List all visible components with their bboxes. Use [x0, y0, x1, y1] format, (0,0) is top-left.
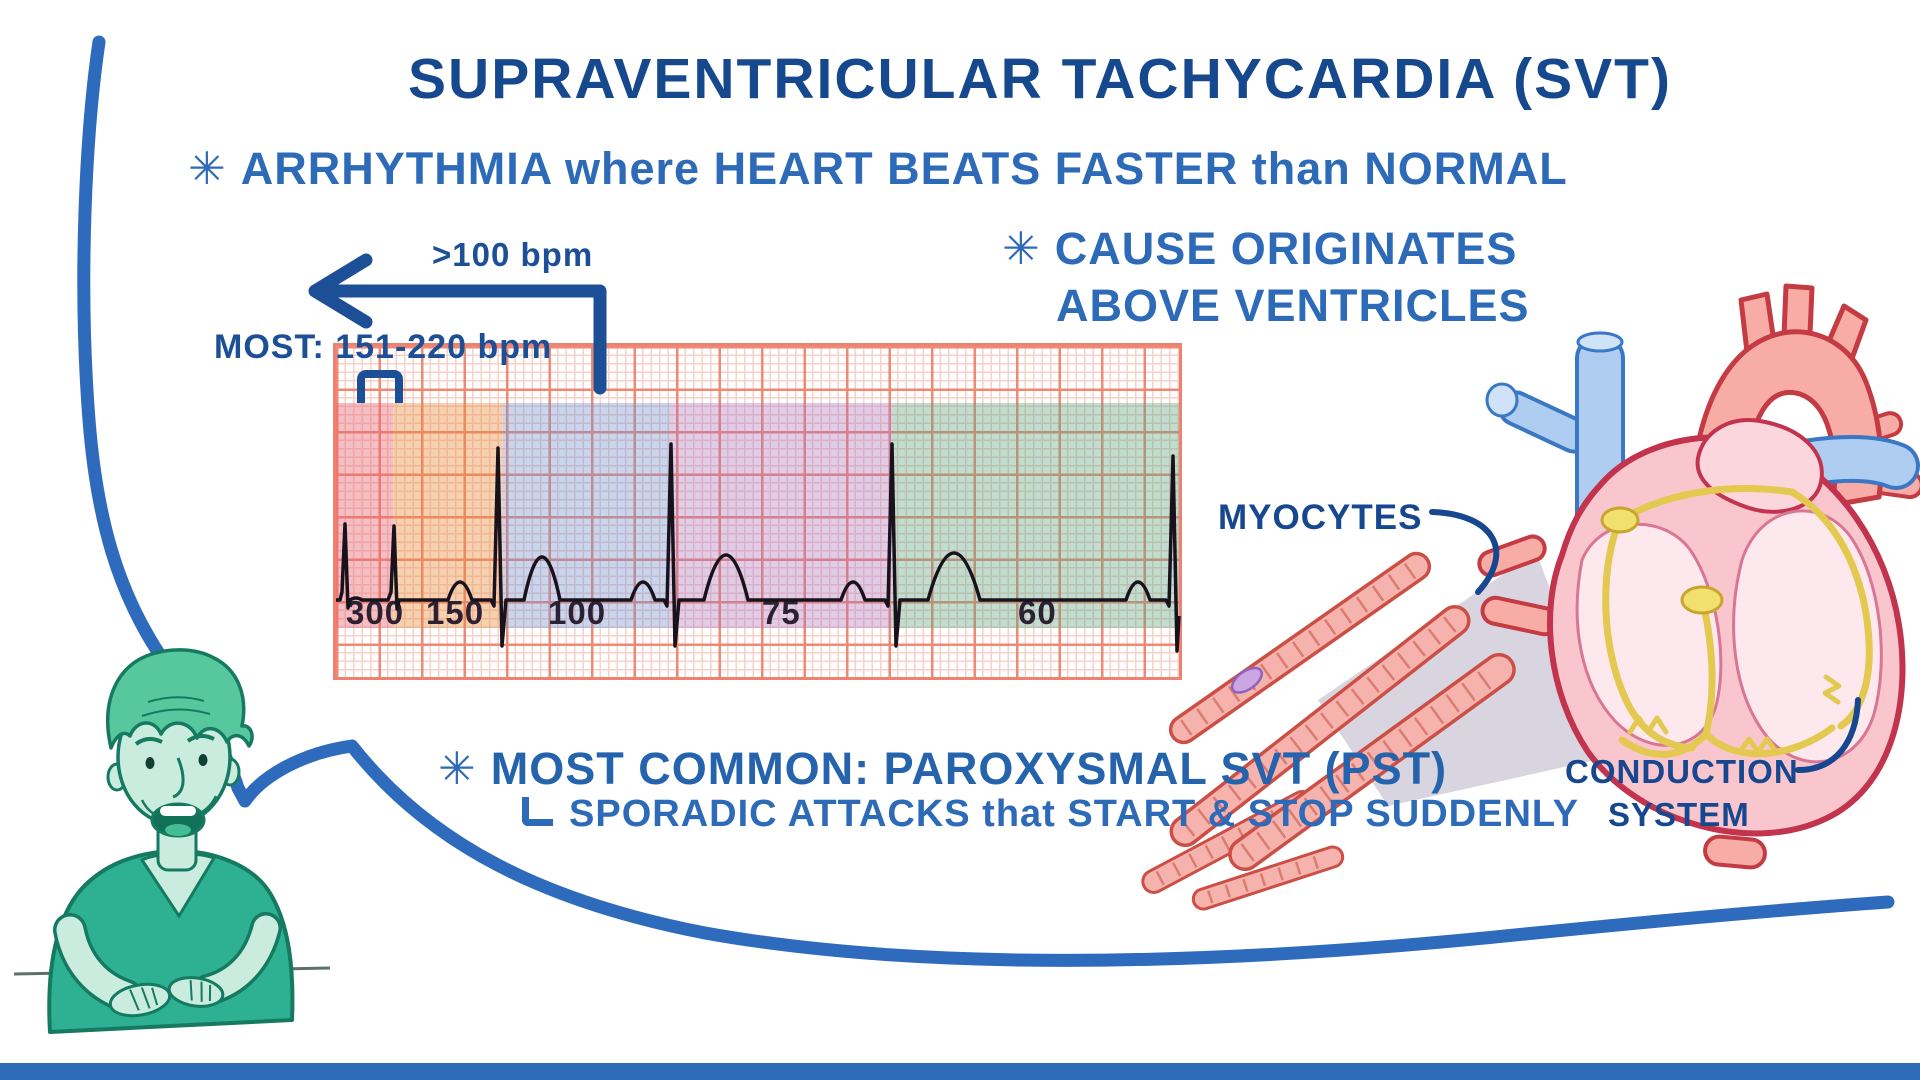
presenter-mouth: [150, 802, 206, 838]
left-chamber: [1575, 522, 1723, 747]
rate-mark-100: 100: [548, 594, 607, 631]
note-cause-text1: CAUSE ORIGINATES: [1054, 223, 1518, 274]
presenter-eye: [145, 757, 155, 769]
conduction-pointer: [1795, 697, 1861, 773]
pulmonary-artery: [1644, 434, 1920, 606]
vneck-chest: [139, 852, 217, 919]
presenter-hand: [108, 982, 172, 1018]
presenter-neck: [156, 810, 198, 872]
rate-mark-300: 300: [346, 594, 405, 631]
presenter-ear: [106, 762, 128, 792]
right-atrium: [1695, 418, 1824, 514]
note-arrhythmia: ✳ ARRHYTHMIA where HEART BEATS FASTER tha…: [188, 142, 1568, 195]
desk-line: [13, 966, 331, 976]
rate-mark-150: 150: [426, 594, 485, 631]
av-node: [1680, 585, 1724, 615]
myocytes-label: MYOCYTES: [1218, 498, 1423, 537]
conduction-system: [1602, 485, 1873, 758]
corner-bracket-icon: [522, 797, 553, 826]
myocyte-nucleus: [1230, 666, 1264, 694]
presenter-eye: [198, 754, 208, 766]
note-sporadic: SPORADIC ATTACKS that START & STOP SUDDE…: [522, 793, 1579, 836]
presenter-ear: [219, 757, 241, 787]
note-sporadic-text: SPORADIC ATTACKS that START & STOP SUDDE…: [569, 793, 1579, 835]
asterisk-icon: ✳: [438, 742, 477, 795]
page-title: SUPRAVENTRICULAR TACHYCARDIA (SVT): [408, 47, 1672, 111]
note-cause-line2: ABOVE VENTRICLES: [1056, 280, 1530, 331]
myocyte-illustration: [1141, 551, 1516, 911]
sa-node: [1600, 506, 1640, 534]
presenter-illustration: [13, 648, 331, 1034]
asterisk-icon: ✳: [1002, 222, 1041, 275]
asterisk-icon: ✳: [188, 142, 227, 195]
vena-cava-vessel: [1485, 331, 1625, 740]
bottom-bar: [0, 1063, 1920, 1080]
presenter-torso: [47, 849, 295, 1034]
presenter-hand: [167, 976, 225, 1008]
note-cause-line1: ✳ CAUSE ORIGINATES: [1002, 222, 1517, 275]
ecg-arrow-label: >100 bpm: [432, 236, 594, 273]
rate-mark-60: 60: [1018, 594, 1057, 631]
myocytes-pointer: [1429, 509, 1500, 595]
right-chamber: [1732, 509, 1883, 764]
conduction-label-line1: CONDUCTION: [1565, 753, 1799, 790]
range-bracket-icon: [357, 370, 403, 403]
rate-mark-75: 75: [762, 594, 801, 631]
ecg-most-label: MOST: 151-220 bpm: [214, 328, 553, 366]
presenter-head: [116, 688, 232, 826]
note-most-common: ✳ MOST COMMON: PAROXYSMAL SVT (PST): [438, 742, 1447, 795]
ecg-strip: 300 150 100 75 60: [333, 343, 1182, 680]
note-arrhythmia-text: ARRHYTHMIA where HEART BEATS FASTER than…: [240, 143, 1568, 194]
conduction-label-line2: SYSTEM: [1608, 796, 1750, 833]
presenter-hair: [106, 648, 254, 750]
note-most-common-text: MOST COMMON: PAROXYSMAL SVT (PST): [490, 743, 1448, 794]
aorta: [1687, 283, 1884, 563]
